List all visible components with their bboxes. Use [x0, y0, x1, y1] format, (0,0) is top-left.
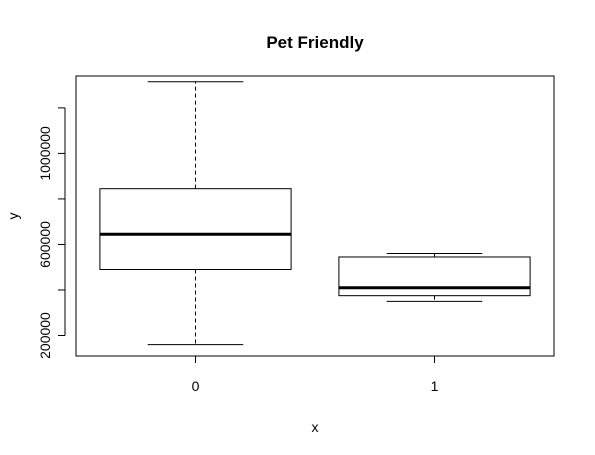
box-0	[99, 81, 292, 346]
y-tick-label: 600000	[37, 221, 53, 268]
y-tick-label: 1000000	[37, 126, 53, 181]
x-axis-label: x	[312, 419, 319, 435]
x-tick-label: 0	[192, 378, 200, 394]
plot-frame	[75, 75, 555, 357]
box-body	[338, 256, 531, 297]
y-tick-label: 200000	[37, 312, 53, 359]
box-1	[338, 253, 531, 302]
boxes	[99, 81, 531, 346]
box-body	[99, 188, 292, 270]
chart-title: Pet Friendly	[266, 33, 364, 52]
x-tick-label: 1	[431, 378, 439, 394]
y-axis: 200000 600000 1000000	[37, 107, 66, 359]
y-axis-label: y	[5, 213, 21, 220]
